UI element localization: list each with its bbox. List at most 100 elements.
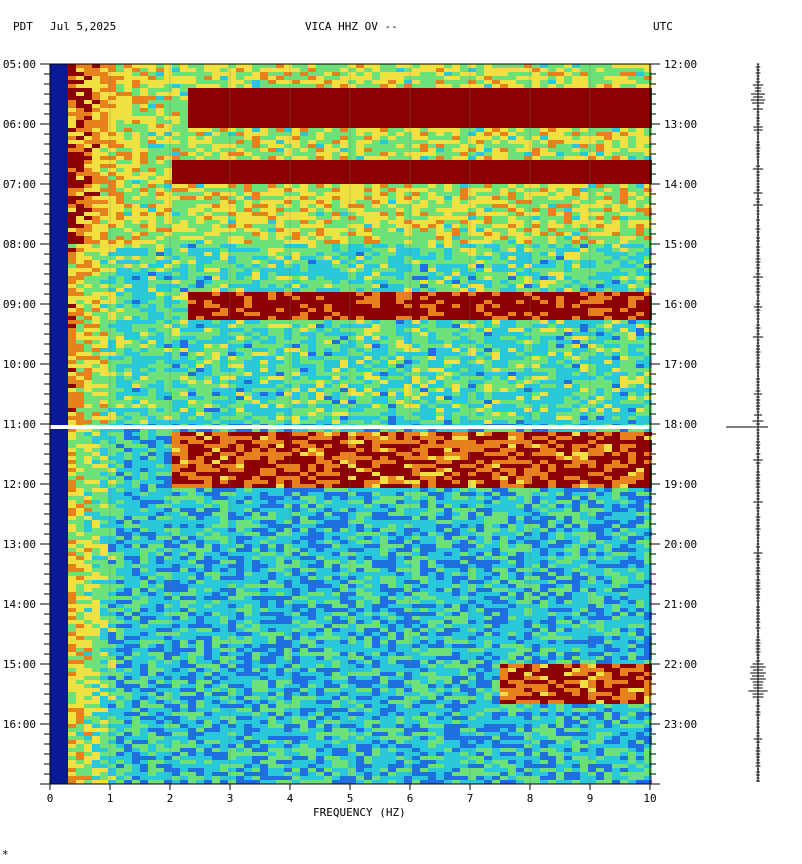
spectrogram-cell — [188, 300, 196, 304]
spectrogram-cell — [148, 228, 156, 232]
spectrogram-cell — [196, 88, 204, 92]
spectrogram-cell — [132, 152, 140, 156]
spectrogram-cell — [540, 64, 548, 68]
spectrogram-cell — [164, 164, 172, 168]
spectrogram-cell — [492, 136, 500, 140]
spectrogram-cell — [292, 240, 300, 244]
spectrogram-cell — [532, 104, 540, 108]
spectrogram-cell — [308, 180, 316, 184]
spectrogram-cell — [372, 220, 380, 224]
spectrogram-cell — [500, 240, 508, 244]
spectrogram-cell — [252, 168, 260, 172]
spectrogram-cell — [428, 328, 436, 332]
spectrogram-cell — [276, 308, 284, 312]
spectrogram-cell — [244, 124, 252, 128]
spectrogram-cell — [76, 168, 84, 172]
spectrogram-cell — [636, 248, 644, 252]
spectrogram-cell — [372, 272, 380, 276]
spectrogram-cell — [204, 120, 212, 124]
spectrogram-cell — [388, 232, 396, 236]
spectrogram-cell — [388, 328, 396, 332]
spectrogram-cell — [196, 128, 204, 132]
spectrogram-cell — [156, 156, 164, 160]
spectrogram-cell — [244, 276, 252, 280]
spectrogram-cell — [388, 136, 396, 140]
spectrogram-cell — [636, 332, 644, 336]
spectrogram-cell — [620, 228, 628, 232]
spectrogram-cell — [300, 92, 308, 96]
spectrogram-cell — [564, 280, 572, 284]
spectrogram-cell — [244, 268, 252, 272]
spectrogram-cell — [180, 92, 188, 96]
spectrogram-cell — [76, 224, 84, 228]
spectrogram-cell — [604, 120, 612, 124]
spectrogram-cell — [524, 72, 532, 76]
spectrogram-cell — [276, 80, 284, 84]
spectrogram-cell — [604, 236, 612, 240]
spectrogram-cell — [316, 220, 324, 224]
spectrogram-cell — [100, 116, 108, 120]
spectrogram-cell — [420, 300, 428, 304]
spectrogram-cell — [180, 252, 188, 256]
spectrogram-cell — [332, 248, 340, 252]
spectrogram-cell — [564, 180, 572, 184]
spectrogram-cell — [108, 244, 116, 248]
spectrogram-cell — [644, 172, 652, 176]
spectrogram-cell — [476, 100, 484, 104]
spectrogram-cell — [340, 72, 348, 76]
spectrogram-cell — [412, 128, 420, 132]
spectrogram-cell — [396, 232, 404, 236]
spectrogram-cell — [244, 336, 252, 340]
spectrogram-cell — [484, 292, 492, 296]
spectrogram-cell — [556, 228, 564, 232]
spectrogram-cell — [324, 328, 332, 332]
spectrogram-cell — [572, 140, 580, 144]
spectrogram-cell — [564, 124, 572, 128]
spectrogram-cell — [164, 236, 172, 240]
spectrogram-cell — [180, 96, 188, 100]
spectrogram-cell — [340, 268, 348, 272]
spectrogram-cell — [556, 220, 564, 224]
spectrogram-cell — [452, 256, 460, 260]
spectrogram-cell — [588, 220, 596, 224]
spectrogram-cell — [572, 84, 580, 88]
spectrogram-cell — [452, 288, 460, 292]
spectrogram-cell — [108, 172, 116, 176]
spectrogram-cell — [220, 252, 228, 256]
spectrogram-cell — [140, 324, 148, 328]
spectrogram-cell — [284, 144, 292, 148]
spectrogram-cell — [292, 280, 300, 284]
spectrogram-cell — [260, 160, 268, 164]
spectrogram-cell — [228, 64, 236, 68]
spectrogram-cell — [548, 236, 556, 240]
spectrogram-cell — [532, 224, 540, 228]
spectrogram-cell — [228, 148, 236, 152]
spectrogram-cell — [476, 140, 484, 144]
spectrogram-cell — [628, 216, 636, 220]
spectrogram-cell — [492, 188, 500, 192]
spectrogram-cell — [140, 224, 148, 228]
spectrogram-cell — [140, 244, 148, 248]
spectrogram-cell — [92, 152, 100, 156]
spectrogram-cell — [588, 240, 596, 244]
spectrogram-cell — [604, 252, 612, 256]
spectrogram-cell — [364, 328, 372, 332]
spectrogram-cell — [140, 260, 148, 264]
spectrogram-cell — [316, 232, 324, 236]
spectrogram-cell — [484, 312, 492, 316]
spectrogram-cell — [500, 248, 508, 252]
spectrogram-cell — [276, 216, 284, 220]
spectrogram-cell — [356, 180, 364, 184]
spectrogram-cell — [132, 144, 140, 148]
spectrogram-cell — [172, 160, 180, 164]
spectrogram-cell — [340, 132, 348, 136]
spectrogram-cell — [556, 180, 564, 184]
spectrogram-cell — [436, 300, 444, 304]
spectrogram-cell — [612, 124, 620, 128]
spectrogram-cell — [548, 204, 556, 208]
spectrogram-cell — [364, 232, 372, 236]
spectrogram-cell — [532, 188, 540, 192]
spectrogram-cell — [644, 324, 652, 328]
spectrogram-cell — [324, 132, 332, 136]
spectrogram-cell — [212, 332, 220, 336]
